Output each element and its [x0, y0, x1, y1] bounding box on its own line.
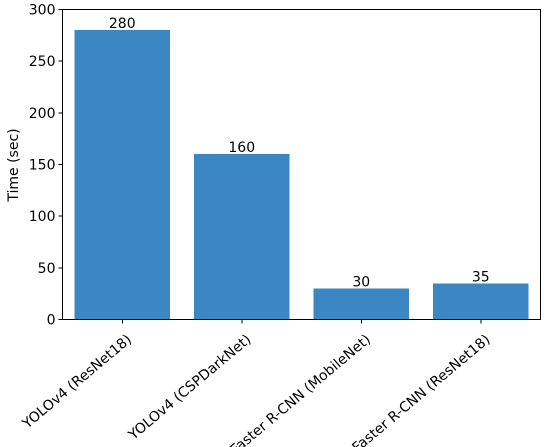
data-label-1: 160 — [228, 140, 255, 156]
bar-2 — [313, 288, 410, 320]
y-axis-label: Time (sec) — [6, 128, 22, 202]
data-label-2: 30 — [352, 275, 370, 291]
y-tick-label-4: 200 — [29, 106, 56, 122]
data-label-0: 280 — [109, 16, 136, 32]
data-labels-group: 280 160 30 35 — [109, 16, 490, 290]
x-tick-label-1: YOLOv4 (CSPDarkNet) — [125, 332, 254, 444]
y-tick-label-5: 250 — [29, 54, 56, 70]
y-tick-label-1: 50 — [38, 261, 56, 277]
y-tick-label-3: 150 — [29, 158, 56, 174]
y-tick-label-2: 100 — [29, 209, 56, 225]
bar-0 — [74, 30, 171, 320]
plot-frame — [62, 9, 541, 320]
x-tick-label-2: Faster R-CNN (MobileNet) — [228, 332, 374, 447]
y-tick-label-6: 300 — [29, 3, 56, 19]
x-tick-label-3: Faster R-CNN (ResNet18) — [349, 332, 493, 447]
y-tick-label-0: 0 — [47, 313, 56, 329]
bar-3 — [432, 283, 529, 320]
data-label-3: 35 — [472, 269, 490, 285]
y-axis: 0 50 100 150 200 250 300 — [29, 3, 63, 329]
x-tick-label-0: YOLOv4 (ResNet18) — [19, 332, 135, 433]
bar-1 — [193, 154, 290, 320]
x-axis: YOLOv4 (ResNet18)YOLOv4 (CSPDarkNet)Fast… — [19, 319, 493, 447]
bars-group — [74, 30, 529, 320]
